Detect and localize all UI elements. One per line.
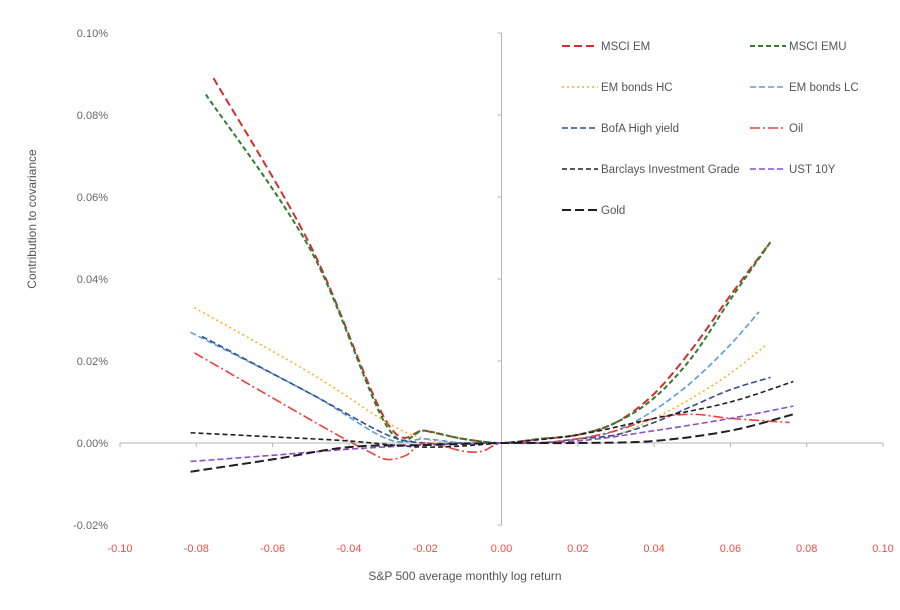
series-line-msci-em: [212, 77, 772, 444]
legend-layer: MSCI EM MSCI EMU EM bonds HC EM bonds LC Bof…: [562, 41, 859, 217]
y-axis-title: Contribution to covariance: [25, 149, 39, 289]
x-tick-label: -0.02: [413, 543, 438, 555]
legend-label-em-bonds-hc: EM bonds HC: [601, 82, 673, 94]
legend-label-barclays-investment-grade: Barclays Investment Grade: [601, 164, 740, 176]
series-line-bofa-high-yield: [201, 335, 771, 445]
x-tick-label: 0.04: [643, 543, 664, 555]
legend-label-bofa-high-yield: BofA High yield: [601, 123, 679, 135]
series-line-em-bonds-lc: [190, 311, 760, 445]
x-tick-label: -0.08: [184, 543, 209, 555]
axes-layer: -0.10 -0.08 -0.06 -0.04 -0.02 0.00 0.02 0.04 0.0…: [73, 28, 894, 555]
y-tick-label: 0.04%: [77, 274, 108, 286]
y-tick-label: -0.02%: [73, 520, 108, 532]
x-tick-label: 0.10: [872, 543, 893, 555]
legend-label-oil: Oil: [789, 123, 803, 135]
x-tick-label: 0.00: [491, 543, 512, 555]
legend-label-msci-em: MSCI EM: [601, 41, 650, 53]
legend-label-gold: Gold: [601, 205, 625, 217]
legend-label-em-bonds-lc: EM bonds LC: [789, 82, 859, 94]
x-tick-label: -0.06: [260, 543, 285, 555]
y-tick-label: 0.06%: [77, 192, 108, 204]
y-tick-label: 0.10%: [77, 28, 108, 40]
x-tick-label: -0.10: [107, 543, 132, 555]
series-layer: [190, 77, 794, 473]
y-tick-label: 0.08%: [77, 110, 108, 122]
series-line-msci-emu: [205, 93, 772, 444]
series-line-em-bonds-hc: [193, 307, 768, 445]
x-tick-label: 0.02: [567, 543, 588, 555]
legend-label-ust-10y: UST 10Y: [789, 164, 836, 176]
series-line-gold: [190, 413, 794, 473]
x-axis-title: S&P 500 average monthly log return: [368, 569, 561, 583]
y-tick-label: 0.00%: [77, 438, 108, 450]
x-tick-label: 0.08: [796, 543, 817, 555]
y-tick-label: 0.02%: [77, 356, 108, 368]
legend-label-msci-emu: MSCI EMU: [789, 41, 847, 53]
x-tick-label: -0.04: [336, 543, 361, 555]
x-tick-label: 0.06: [720, 543, 741, 555]
series-line-barclays-investment-grade: [190, 380, 794, 448]
